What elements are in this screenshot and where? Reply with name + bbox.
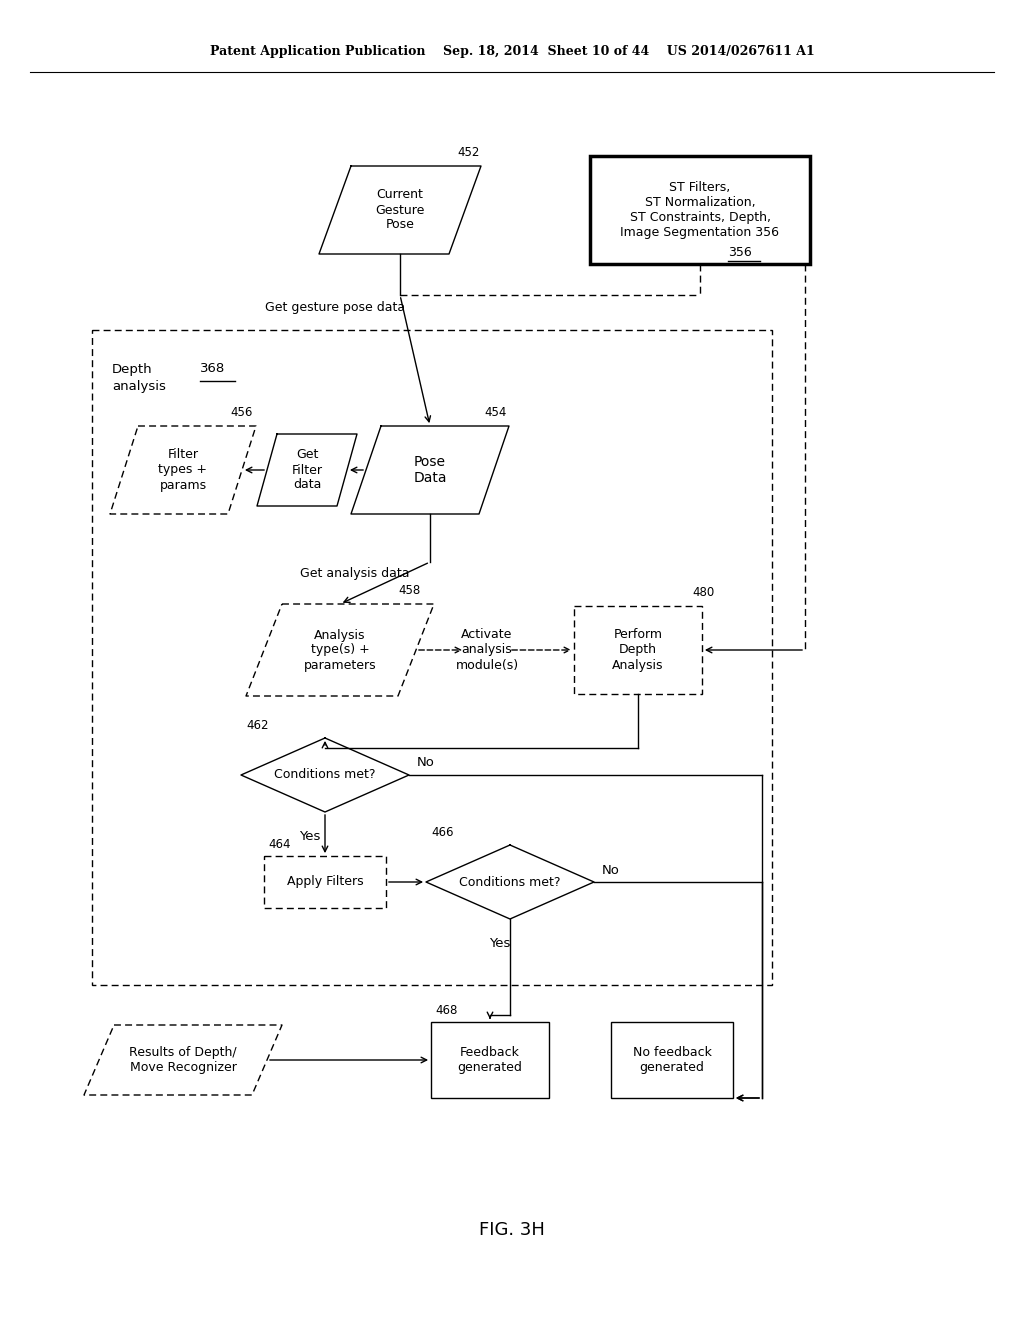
Text: Apply Filters: Apply Filters: [287, 875, 364, 888]
Text: Filter
types +
params: Filter types + params: [159, 449, 208, 491]
Text: Yes: Yes: [489, 937, 511, 950]
Text: No: No: [602, 863, 620, 876]
Text: 356: 356: [728, 246, 752, 259]
Text: 368: 368: [200, 362, 225, 375]
Bar: [431, 1022, 549, 1098]
Text: No: No: [417, 756, 435, 770]
Text: 452: 452: [457, 147, 479, 158]
Text: Perform
Depth
Analysis: Perform Depth Analysis: [612, 628, 664, 672]
Text: FIG. 3H: FIG. 3H: [479, 1221, 545, 1239]
Text: Feedback
generated: Feedback generated: [458, 1045, 522, 1074]
Text: Results of Depth/
Move Recognizer: Results of Depth/ Move Recognizer: [129, 1045, 237, 1074]
Text: Activate
analysis
module(s): Activate analysis module(s): [456, 628, 518, 672]
Text: Yes: Yes: [299, 830, 321, 843]
Text: Get analysis data: Get analysis data: [300, 566, 410, 579]
Text: ST Filters,
ST Normalization,
ST Constraints, Depth,
Image Segmentation 356: ST Filters, ST Normalization, ST Constra…: [621, 181, 779, 239]
Text: Conditions met?: Conditions met?: [459, 875, 561, 888]
Text: 458: 458: [398, 583, 420, 597]
Text: 468: 468: [435, 1005, 458, 1016]
Bar: [611, 1022, 733, 1098]
Bar: [92, 330, 772, 985]
Text: Patent Application Publication    Sep. 18, 2014  Sheet 10 of 44    US 2014/02676: Patent Application Publication Sep. 18, …: [210, 45, 814, 58]
Text: No feedback
generated: No feedback generated: [633, 1045, 712, 1074]
Text: Current
Gesture
Pose: Current Gesture Pose: [376, 189, 425, 231]
Text: 464: 464: [268, 838, 291, 851]
Text: Get
Filter
data: Get Filter data: [292, 449, 323, 491]
Text: 466: 466: [431, 826, 454, 840]
Text: 480: 480: [692, 586, 715, 599]
Text: 456: 456: [230, 407, 252, 418]
Bar: [590, 156, 810, 264]
Text: Get gesture pose data: Get gesture pose data: [265, 301, 406, 314]
Text: Conditions met?: Conditions met?: [274, 768, 376, 781]
Text: 454: 454: [484, 407, 507, 418]
Text: 462: 462: [246, 719, 268, 733]
Bar: [574, 606, 702, 694]
Bar: [264, 855, 386, 908]
Text: Depth
analysis: Depth analysis: [112, 363, 166, 393]
Text: Pose
Data: Pose Data: [414, 455, 446, 486]
Text: Analysis
type(s) +
parameters: Analysis type(s) + parameters: [304, 628, 376, 672]
